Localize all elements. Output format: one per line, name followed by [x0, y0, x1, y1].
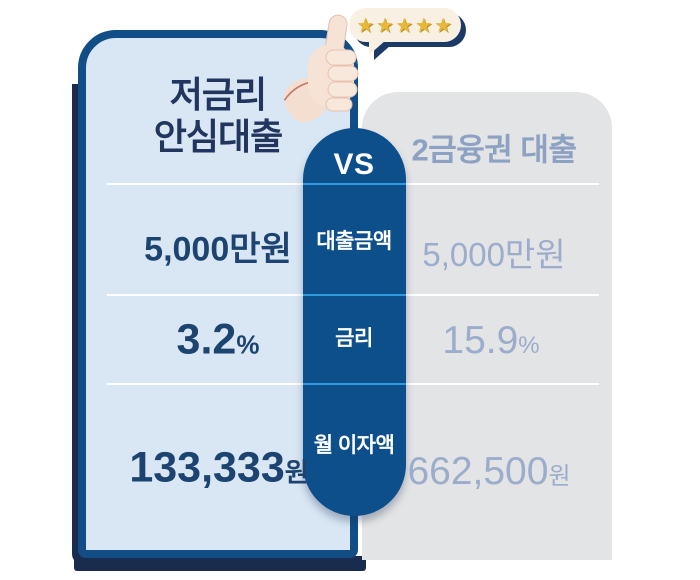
- left-card-title: 저금리 안심대출: [153, 74, 283, 158]
- divider: [303, 383, 406, 385]
- left-card-title-line1: 저금리: [169, 74, 267, 115]
- divider: [406, 183, 599, 185]
- bubble-tail: [369, 40, 386, 55]
- row-label-interest-rate: 금리: [335, 327, 373, 350]
- divider: [107, 383, 350, 385]
- left-loan-amount-value: 5,000만원: [144, 222, 292, 271]
- value-main: 5,000만원: [144, 230, 292, 269]
- vs-pill: [303, 128, 406, 516]
- value-unit: 원: [284, 457, 309, 488]
- thumbs-up-icon: [283, 14, 359, 123]
- row-label-loan-amount: 대출금액: [316, 230, 392, 253]
- right-card-title: 2금융권 대출: [411, 132, 577, 168]
- divider: [406, 383, 599, 385]
- divider: [107, 183, 350, 185]
- value-unit: %: [518, 332, 540, 359]
- right-loan-amount-value: 5,000만원: [422, 228, 565, 276]
- rating-bubble: ★★★★★: [349, 8, 461, 55]
- vs-label: VS: [333, 148, 375, 181]
- value-main: 5,000만원: [422, 236, 566, 273]
- left-monthly-interest-value: 133,333원: [129, 444, 308, 493]
- divider: [406, 294, 599, 296]
- right-interest-rate-value: 15.9%: [442, 319, 539, 363]
- value-main: 662,500: [407, 450, 549, 493]
- divider: [107, 294, 350, 296]
- left-interest-rate-value: 3.2%: [177, 316, 260, 365]
- row-label-monthly-interest: 월 이자액: [313, 434, 395, 457]
- divider: [303, 294, 406, 296]
- star-rating-badge: ★★★★★: [349, 8, 461, 55]
- divider: [303, 183, 406, 185]
- value-main: 15.9: [442, 319, 519, 362]
- five-stars-icon: ★★★★★: [356, 14, 454, 37]
- right-monthly-interest-value: 662,500원: [407, 450, 570, 494]
- value-main: 3.2: [176, 315, 237, 364]
- value-unit: 원: [548, 463, 571, 490]
- left-card-title-line2: 안심대출: [153, 116, 283, 157]
- value-main: 133,333: [129, 443, 285, 492]
- value-unit: %: [236, 329, 260, 360]
- card-base-bar: [74, 556, 366, 571]
